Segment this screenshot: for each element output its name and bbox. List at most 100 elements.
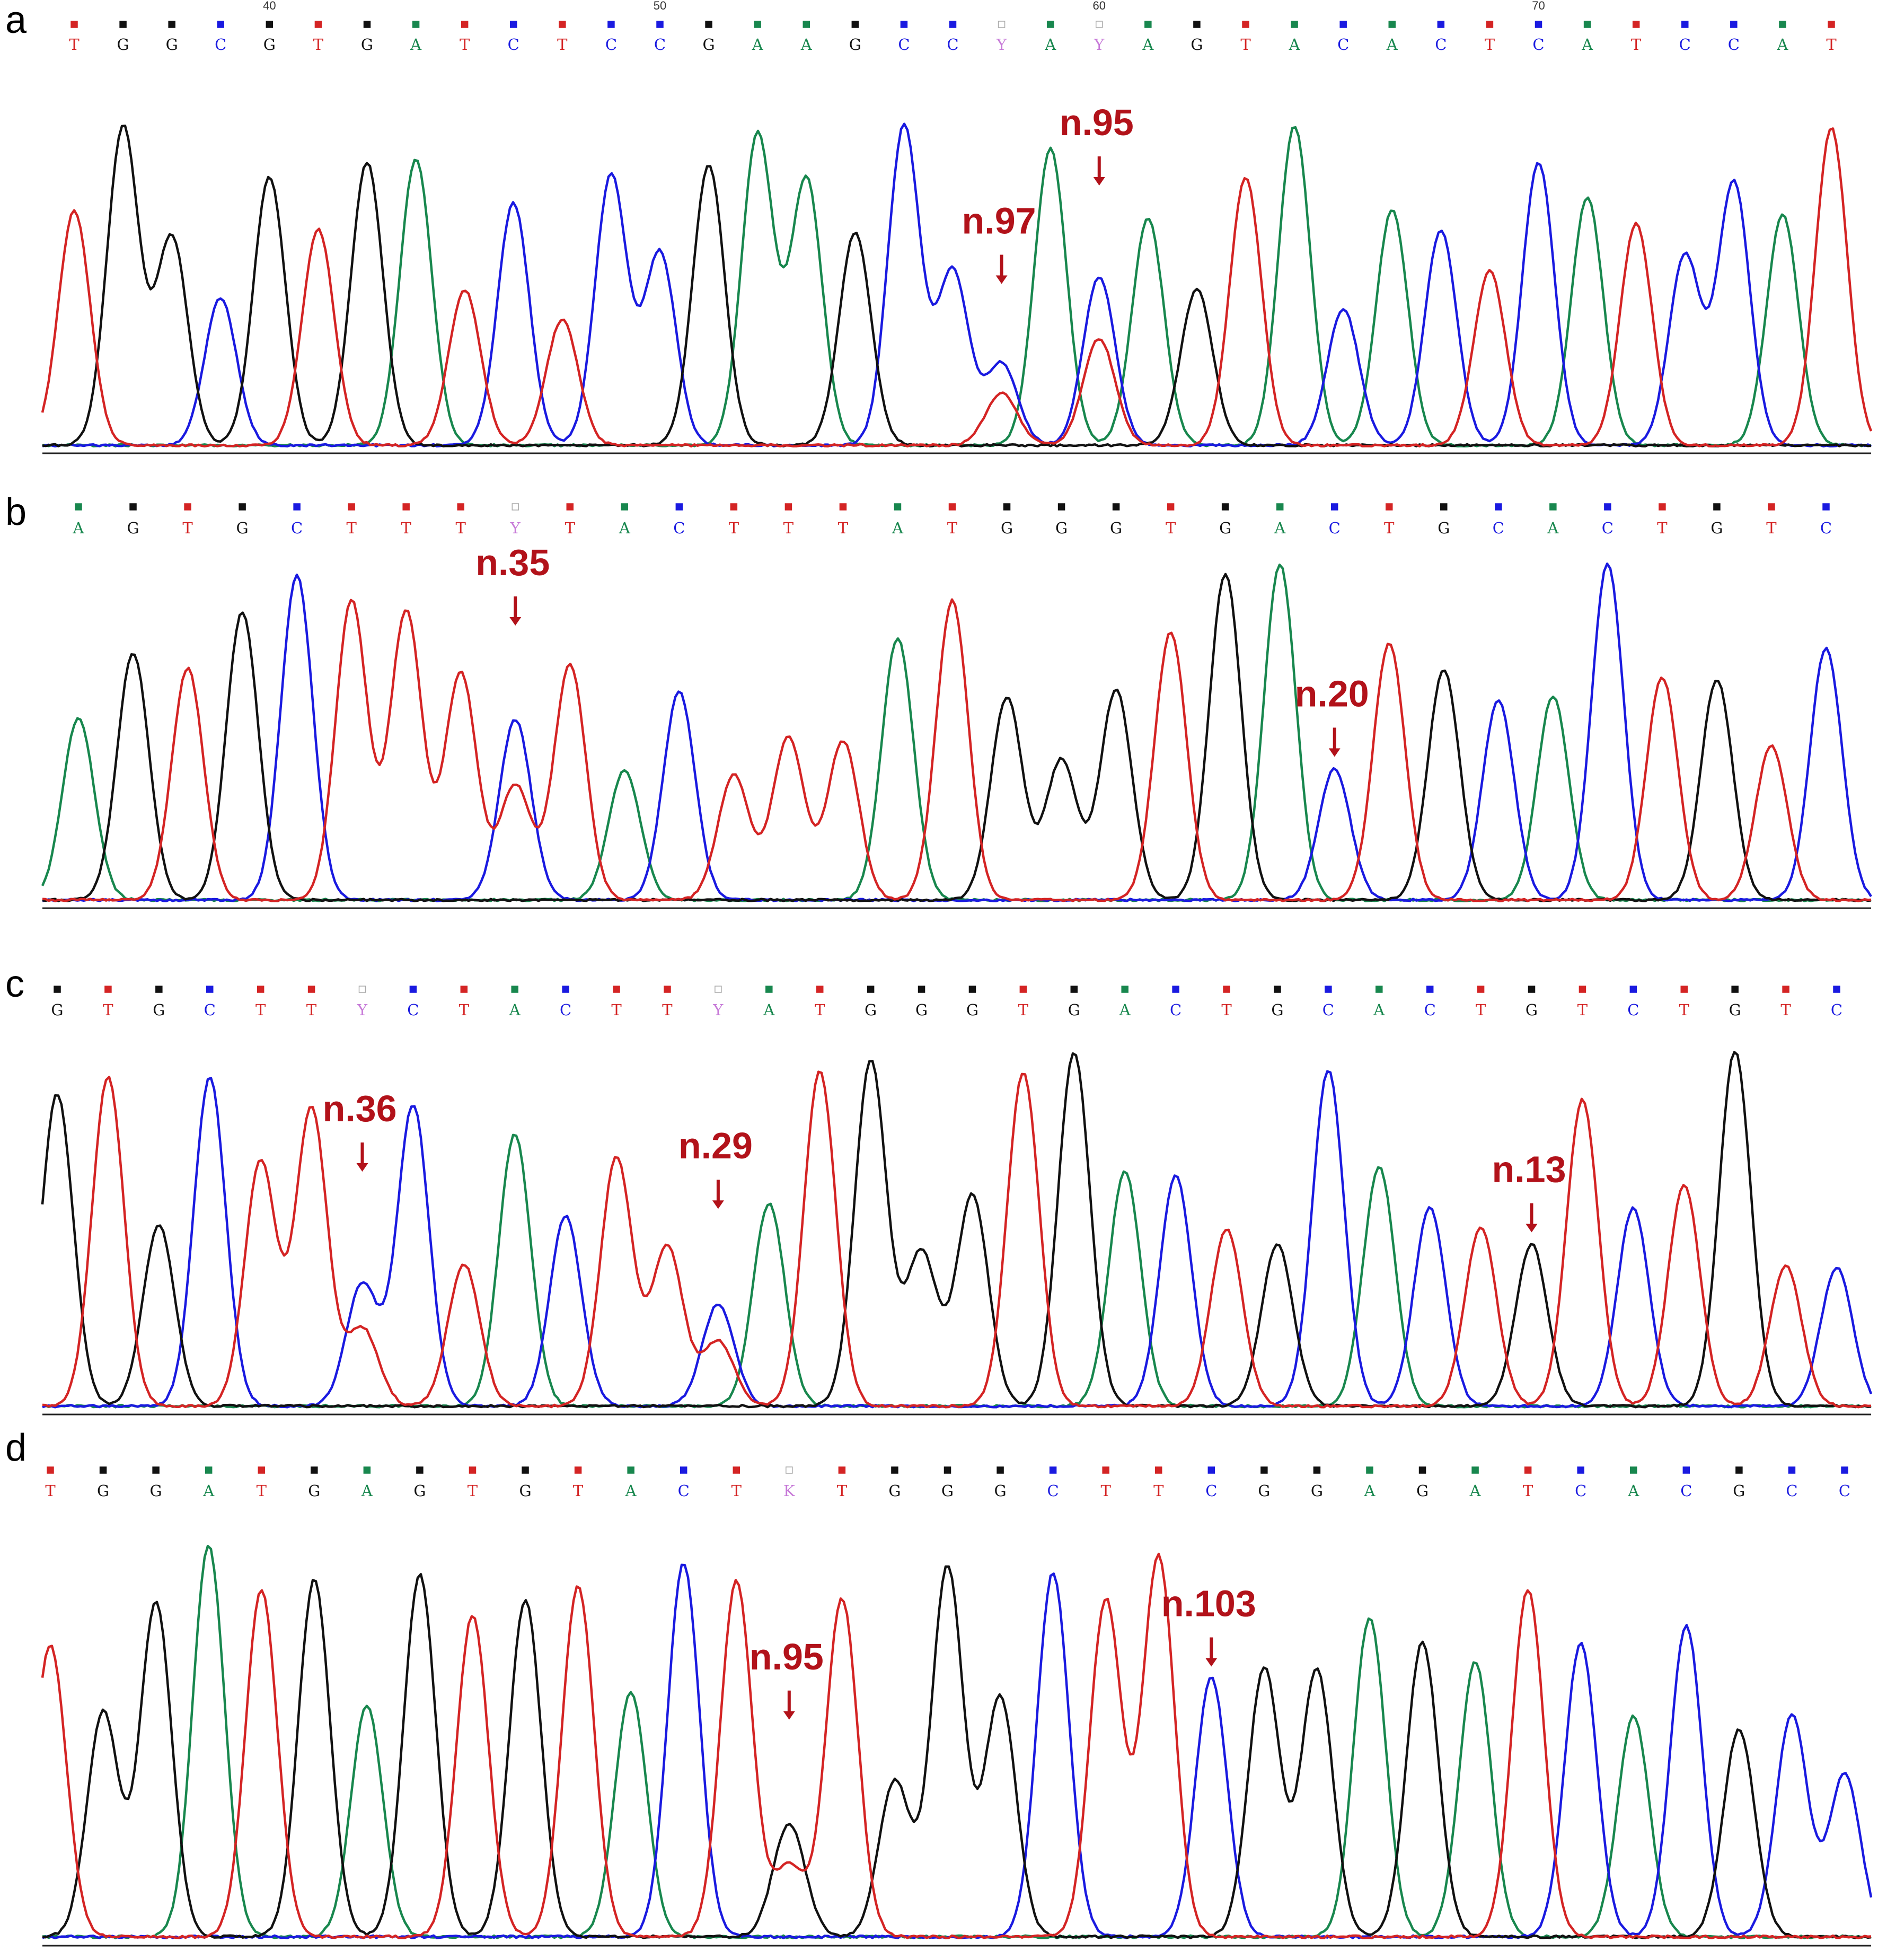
base-call-letter: G: [413, 1482, 426, 1500]
base-call-marker: [1376, 986, 1383, 993]
trace-T: [41, 127, 1873, 448]
base-call-marker: [1659, 503, 1666, 511]
base-call-marker: [1418, 1466, 1426, 1474]
base-call-letter: C: [1602, 519, 1614, 537]
base-call-marker: [1070, 986, 1078, 993]
base-call-marker: [705, 21, 712, 28]
base-call-letter: G: [519, 1482, 531, 1500]
base-call-marker: [1632, 21, 1640, 28]
base-call-marker: [1577, 1466, 1584, 1474]
base-call-marker: [348, 503, 355, 511]
base-call-letter: A: [410, 36, 422, 54]
base-call-letter: T: [1523, 1482, 1533, 1500]
position-mark: 50: [654, 0, 666, 12]
base-call-marker: [1260, 1466, 1268, 1474]
base-call-marker: [1713, 503, 1721, 511]
base-call-letter: A: [1627, 1482, 1639, 1500]
base-call-letter: A: [361, 1482, 373, 1500]
base-call-marker: [1167, 503, 1175, 511]
base-call-marker: [997, 1466, 1004, 1474]
base-call-letter: T: [460, 36, 470, 54]
panel-d: d T G G A T G A G T G T A C T K T G G G C T T C G G A G A T C A C G C C n.…: [5, 1427, 1873, 1947]
base-call-letter: A: [1469, 1482, 1482, 1500]
base-call-letter: G: [1733, 1482, 1745, 1500]
base-call-letter: C: [1205, 1482, 1217, 1500]
base-call-marker: [715, 986, 722, 993]
base-call-letter: C: [947, 36, 958, 54]
base-call-marker: [754, 21, 761, 28]
base-call-letter: T: [783, 519, 794, 537]
base-call-letter: G: [1068, 1001, 1080, 1019]
base-call-letter: A: [73, 519, 85, 537]
base-call-marker: [1822, 503, 1830, 511]
base-call-marker: [1386, 503, 1393, 511]
base-call-marker: [613, 986, 620, 993]
panel-letter-c: c: [5, 963, 24, 1005]
base-call-letter: A: [892, 519, 904, 537]
base-call-letter: A: [619, 519, 631, 537]
base-call-marker: [1388, 21, 1396, 28]
base-call-letter: G: [1711, 519, 1723, 537]
base-call-letter: G: [915, 1001, 928, 1019]
base-call-marker: [1274, 986, 1281, 993]
base-call-marker: [206, 986, 214, 993]
base-call-marker: [1325, 986, 1332, 993]
base-call-letter: T: [1780, 1001, 1791, 1019]
base-call-letter: A: [763, 1001, 775, 1019]
base-call-marker: [1221, 503, 1229, 511]
annotations-c: n.36 n.29 n.13: [322, 1088, 1566, 1233]
mutation-arrow-icon: [995, 254, 1008, 284]
base-call-letter: T: [1631, 36, 1642, 54]
base-call-letter: T: [1766, 519, 1777, 537]
base-call-letter: G: [966, 1001, 978, 1019]
base-call-marker: [1528, 986, 1536, 993]
base-call-marker: [512, 503, 519, 511]
base-call-letter: C: [407, 1001, 419, 1019]
base-call-letter: C: [508, 36, 519, 54]
base-call-marker: [307, 986, 315, 993]
base-call-marker: [1242, 21, 1249, 28]
mutation-label: n.20: [1295, 673, 1369, 715]
base-call-marker: [680, 1466, 687, 1474]
position-mark: 60: [1093, 0, 1106, 12]
base-call-marker: [733, 1466, 740, 1474]
base-call-marker: [1313, 1466, 1321, 1474]
base-call-letter: T: [459, 1001, 470, 1019]
base-call-letter: T: [731, 1482, 742, 1500]
mutation-label: n.35: [475, 542, 550, 583]
mutation-label: n.36: [322, 1088, 396, 1129]
base-call-letter: C: [1532, 36, 1544, 54]
base-call-marker: [1682, 1466, 1690, 1474]
base-call-marker: [816, 986, 824, 993]
base-call-letter: Y: [996, 36, 1007, 54]
base-call-letter: C: [1329, 519, 1341, 537]
traces-a: [41, 122, 1873, 448]
base-call-letter: T: [662, 1001, 673, 1019]
base-call-letter: A: [1776, 36, 1788, 54]
base-call-marker: [1524, 1466, 1532, 1474]
base-call-letter: C: [560, 1001, 571, 1019]
base-call-letter: C: [1435, 36, 1447, 54]
base-call-letter: Y: [712, 1001, 724, 1019]
base-call-marker: [239, 503, 246, 511]
base-call-marker: [1630, 1466, 1637, 1474]
base-call-letter: T: [1476, 1001, 1486, 1019]
annotations-d: n.95 n.103: [750, 1583, 1256, 1720]
trace-C: [42, 122, 1872, 448]
traces-d: [41, 1544, 1873, 1939]
base-call-marker: [54, 986, 61, 993]
base-call-marker: [949, 21, 957, 28]
base-call-letter: A: [1581, 36, 1593, 54]
base-call-letter: C: [1820, 519, 1832, 537]
base-call-marker: [1096, 21, 1103, 28]
base-call-letter: G: [51, 1001, 63, 1019]
base-call-letter: G: [308, 1482, 320, 1500]
base-call-marker: [511, 986, 518, 993]
base-call-marker: [1768, 503, 1775, 511]
base-call-marker: [510, 21, 517, 28]
base-call-letter: G: [263, 36, 276, 54]
annotations-a: n.97 n.95: [962, 102, 1134, 284]
base-call-marker: [205, 1466, 213, 1474]
